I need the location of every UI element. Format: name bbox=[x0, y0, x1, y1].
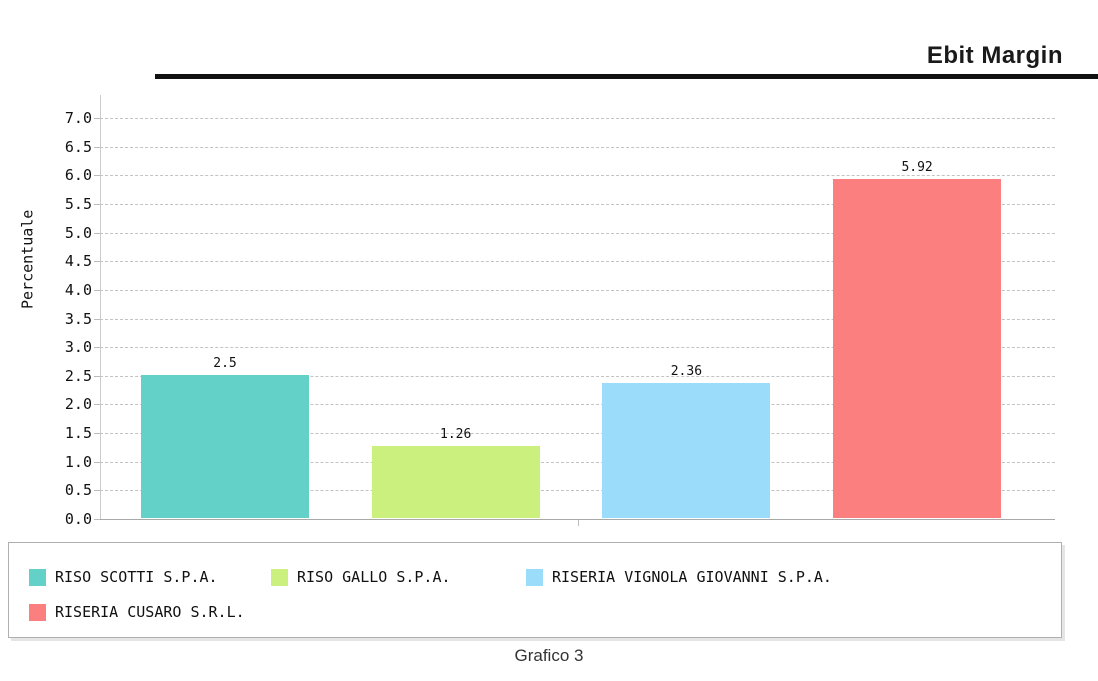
y-tick-label: 1.5 bbox=[64, 424, 92, 443]
gridline bbox=[100, 404, 1055, 406]
legend: RISO SCOTTI S.P.A. RISO GALLO S.P.A. RISER… bbox=[8, 542, 1062, 638]
gridline bbox=[100, 519, 1055, 520]
y-tick-mark bbox=[94, 261, 100, 263]
y-tick-label: 4.0 bbox=[64, 280, 92, 299]
legend-item: RISO SCOTTI S.P.A. bbox=[29, 568, 218, 586]
y-tick-label: 3.5 bbox=[64, 309, 92, 328]
y-tick-mark bbox=[94, 203, 100, 205]
y-tick-mark bbox=[94, 318, 100, 320]
y-tick-label: 7.0 bbox=[64, 109, 92, 127]
y-tick-mark bbox=[94, 232, 100, 234]
y-axis-line bbox=[100, 95, 101, 519]
bar-value-label: 5.92 bbox=[901, 159, 933, 175]
bar-4 bbox=[833, 178, 1002, 518]
gridline bbox=[100, 203, 1055, 205]
gridline bbox=[100, 232, 1055, 234]
bar-1 bbox=[141, 374, 309, 518]
y-tick-label: 2.0 bbox=[64, 395, 92, 414]
y-tick-label: 2.5 bbox=[64, 366, 92, 385]
chart-title: Ebit Margin bbox=[926, 42, 1063, 69]
gridline bbox=[100, 490, 1055, 492]
y-tick-mark bbox=[94, 433, 100, 435]
y-tick-label: 6.0 bbox=[64, 166, 92, 185]
gridline bbox=[100, 289, 1055, 291]
y-tick-mark bbox=[94, 347, 100, 349]
legend-label: RISO GALLO S.P.A. bbox=[297, 568, 451, 586]
legend-swatch bbox=[271, 568, 288, 586]
gridline bbox=[100, 118, 1055, 119]
y-tick-label: 0.5 bbox=[64, 481, 92, 500]
y-tick-mark bbox=[94, 118, 100, 119]
y-tick-mark bbox=[94, 375, 100, 377]
legend-swatch bbox=[29, 568, 46, 586]
y-tick-mark bbox=[94, 175, 100, 177]
y-tick-label: 0.0 bbox=[64, 510, 92, 528]
gridline bbox=[100, 175, 1055, 177]
gridline bbox=[100, 318, 1055, 320]
x-axis-tick bbox=[577, 520, 579, 526]
y-tick-mark bbox=[94, 289, 100, 291]
bar-3 bbox=[602, 382, 771, 518]
bar-value-label: 1.26 bbox=[440, 426, 472, 442]
legend-item: RISERIA CUSARO S.R.L. bbox=[29, 603, 245, 621]
gridline bbox=[100, 375, 1055, 377]
gridline bbox=[100, 146, 1055, 148]
plot-area: 2.5 1.26 2.36 5.92 bbox=[100, 118, 1055, 526]
legend-label: RISO SCOTTI S.P.A. bbox=[55, 568, 218, 586]
bar-2 bbox=[371, 445, 540, 518]
gridline bbox=[100, 261, 1055, 263]
y-tick-mark bbox=[94, 404, 100, 406]
y-tick-mark bbox=[94, 490, 100, 492]
gridline bbox=[100, 347, 1055, 349]
y-tick-label: 5.5 bbox=[64, 194, 92, 213]
chart-caption: Grafico 3 bbox=[514, 646, 584, 665]
y-tick-mark bbox=[94, 519, 100, 520]
bar-value-label: 2.36 bbox=[670, 363, 703, 379]
legend-swatch bbox=[29, 603, 46, 621]
y-tick-label: 4.5 bbox=[64, 252, 92, 271]
y-tick-label: 1.0 bbox=[64, 452, 92, 471]
y-tick-label: 5.0 bbox=[64, 223, 92, 242]
legend-item: RISERIA VIGNOLA GIOVANNI S.P.A. bbox=[526, 568, 832, 586]
y-tick-mark bbox=[94, 461, 100, 463]
legend-swatch bbox=[526, 568, 543, 586]
y-tick-label: 3.0 bbox=[64, 338, 92, 357]
legend-label: RISERIA VIGNOLA GIOVANNI S.P.A. bbox=[552, 568, 832, 586]
gridline bbox=[100, 433, 1055, 435]
y-tick-mark bbox=[94, 146, 100, 148]
gridline bbox=[100, 461, 1055, 463]
bar-value-label: 2.5 bbox=[213, 355, 237, 371]
title-rule bbox=[155, 74, 1098, 79]
legend-item: RISO GALLO S.P.A. bbox=[271, 568, 451, 586]
y-tick-label: 6.5 bbox=[64, 137, 92, 156]
legend-label: RISERIA CUSARO S.R.L. bbox=[55, 603, 245, 621]
